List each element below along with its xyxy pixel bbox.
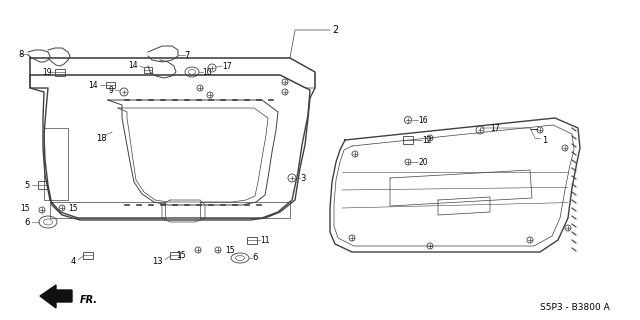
Text: 10: 10 (202, 68, 212, 76)
Text: S5P3 - B3800 A: S5P3 - B3800 A (540, 303, 610, 313)
Text: 16: 16 (418, 116, 428, 124)
Text: 7: 7 (184, 51, 189, 60)
Text: 17: 17 (490, 124, 500, 132)
Bar (247, 236, 257, 244)
Text: 15: 15 (20, 204, 30, 212)
Text: 14: 14 (129, 60, 138, 69)
Bar (403, 136, 413, 144)
Text: 4: 4 (71, 258, 76, 267)
Text: 11: 11 (260, 236, 269, 244)
Bar (38, 181, 47, 189)
Text: —: — (530, 125, 538, 134)
Polygon shape (40, 285, 72, 308)
Text: 3: 3 (300, 173, 305, 182)
Text: 15: 15 (177, 251, 186, 260)
Text: 1: 1 (542, 135, 547, 145)
Text: 12: 12 (422, 135, 431, 145)
Text: 13: 13 (152, 258, 163, 267)
Text: 2: 2 (332, 25, 339, 35)
Bar (83, 252, 93, 259)
Text: 6: 6 (252, 253, 257, 262)
Text: 15: 15 (68, 204, 77, 212)
Text: 14: 14 (88, 81, 98, 90)
Bar (106, 82, 115, 88)
Bar (170, 252, 180, 259)
Text: 6: 6 (24, 218, 30, 227)
Text: 15: 15 (225, 245, 235, 254)
Text: 19: 19 (42, 68, 52, 76)
Bar (144, 67, 152, 73)
Text: 5: 5 (25, 180, 30, 189)
Text: 20: 20 (418, 157, 428, 166)
Text: 9: 9 (108, 85, 113, 94)
Text: 18: 18 (96, 133, 107, 142)
Bar (55, 68, 65, 76)
Text: 17: 17 (222, 61, 232, 70)
Text: FR.: FR. (80, 295, 98, 305)
Text: 8: 8 (18, 50, 24, 59)
